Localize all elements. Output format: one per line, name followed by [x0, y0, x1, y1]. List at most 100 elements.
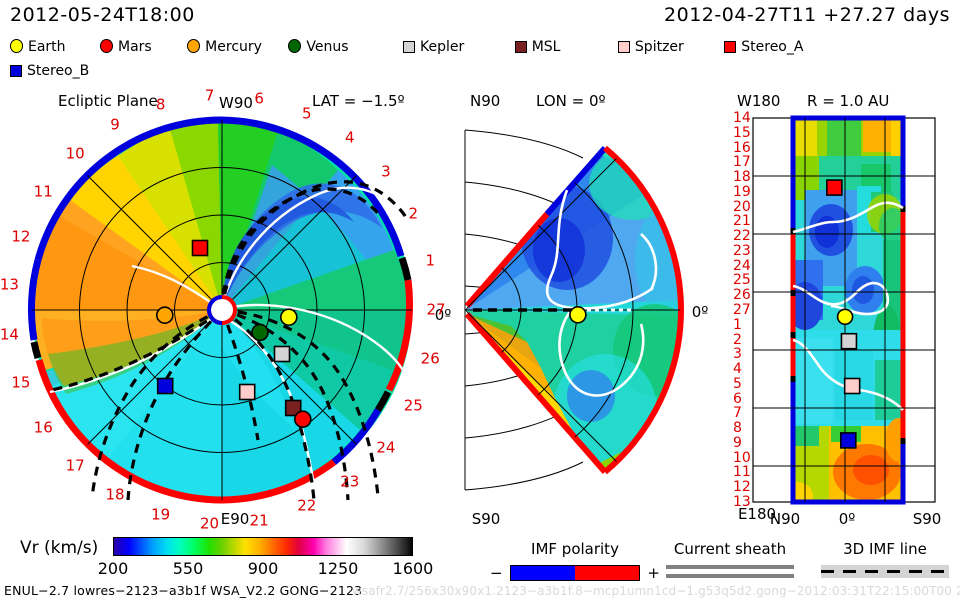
legend-item-msl: MSL [514, 39, 560, 55]
current-sheath-caption: Current sheath [673, 540, 787, 558]
carrington-day-label: 24 [733, 257, 751, 274]
legend-item-earth: Earth [10, 39, 66, 55]
ecliptic-day-label: 12 [11, 227, 31, 246]
venus-marker-icon [288, 39, 302, 53]
mars-marker[interactable] [293, 410, 312, 429]
carrington-object-markers[interactable] [826, 179, 861, 449]
carrington-day-label: 12 [733, 479, 751, 496]
carrington-day-label: 9 [733, 434, 742, 451]
venus-marker[interactable] [251, 323, 269, 342]
carrington-day-label: 20 [733, 198, 751, 215]
carrington-day-label: 13 [733, 494, 751, 510]
ecliptic-day-label: 21 [249, 511, 269, 530]
ecliptic-day-label: 25 [403, 396, 423, 415]
ecliptic-top-axis-label: W90 [219, 94, 253, 112]
legend-label-stereo-a: Stereo_A [741, 39, 804, 55]
ecliptic-day-label: 19 [151, 505, 171, 524]
ecliptic-lat-annotation: LAT = −1.5º [312, 92, 405, 110]
ecliptic-day-label: 11 [33, 182, 53, 201]
carrington-day-label: 7 [733, 405, 742, 422]
legend-item-stereo-a: Stereo_A [724, 39, 803, 55]
current-sheath-legend: Current sheath [665, 540, 795, 582]
earth-marker[interactable] [279, 308, 298, 326]
spitzer-marker[interactable] [843, 377, 861, 395]
polarity-color-bar [509, 565, 641, 581]
spitzer-marker[interactable] [238, 383, 256, 401]
ecliptic-day-label: 9 [110, 115, 120, 134]
legend-item-venus: Venus [288, 39, 349, 55]
ecliptic-day-label: 3 [381, 162, 391, 181]
ecliptic-day-label: 4 [345, 128, 355, 147]
meridional-polarity-edge [464, 145, 684, 475]
polarity-positive-swatch [575, 566, 640, 580]
carrington-polarity-border [790, 115, 906, 505]
carrington-panel-title: R = 1.0 AU [807, 92, 890, 110]
ecliptic-day-label: 22 [297, 496, 317, 515]
ecliptic-bottom-axis-label: E90 [220, 510, 250, 528]
mercury-marker-icon [187, 39, 201, 53]
imf-line-swatch [821, 565, 949, 578]
colorbar-tick: 1600 [392, 559, 434, 578]
stereo-b-marker-icon [10, 65, 22, 77]
ecliptic-plane-plot[interactable] [22, 110, 422, 510]
ecliptic-day-label: 18 [105, 485, 125, 504]
carrington-day-label: 19 [733, 183, 751, 200]
msl-marker[interactable] [284, 399, 302, 417]
carrington-day-label: 16 [733, 139, 751, 156]
polarity-negative-swatch [510, 566, 575, 580]
colorbar-group: Vr (km/s) 200 550 900 1250 1600 [0, 533, 460, 593]
kepler-marker[interactable] [273, 345, 291, 363]
carrington-map-plot[interactable] [735, 110, 950, 510]
ecliptic-day-label: 7 [204, 86, 215, 105]
ecliptic-day-label: 1 [425, 251, 435, 270]
stereo-b-marker[interactable] [840, 432, 857, 449]
ecliptic-day-label: 27 [426, 300, 446, 319]
model-run-footer: ENUL−2.7 lowres−2123−a3b1f WSA_V2.2 GONG… [4, 583, 363, 598]
carrington-day-label: 6 [733, 390, 742, 407]
legend-label-stereo-b: Stereo_B [27, 63, 90, 79]
carrington-grid [753, 118, 935, 502]
earth-marker[interactable] [569, 306, 587, 324]
object-legend-row-1: Earth Mars Mercury Venus Kepler MSL Spit… [10, 39, 803, 55]
legend-label-mercury: Mercury [205, 39, 262, 55]
meridional-object-markers[interactable] [569, 306, 587, 324]
colorbar-tick: 900 [247, 559, 279, 578]
stereo-a-marker[interactable] [826, 179, 843, 196]
legend-label-mars: Mars [118, 39, 152, 55]
legend-item-mercury: Mercury [187, 39, 262, 55]
run-start-datetime: 2012-04-27T11 +27.27 days [664, 4, 950, 26]
legend-label-spitzer: Spitzer [634, 39, 684, 55]
meridional-bottom-axis-label: S90 [471, 510, 501, 528]
meridional-plane-plot[interactable] [455, 110, 695, 510]
legend-item-spitzer: Spitzer [617, 39, 684, 55]
carrington-day-label: 8 [733, 420, 742, 437]
carrington-day-label: 5 [733, 375, 742, 392]
ecliptic-day-label: 17 [65, 456, 85, 475]
colorbar-tick: 550 [172, 559, 204, 578]
carrington-day-label: 4 [733, 361, 742, 378]
legend-item-mars: Mars [100, 39, 152, 55]
meridional-top-axis-label: N90 [470, 92, 501, 110]
kepler-marker[interactable] [840, 332, 858, 350]
mars-marker-icon [100, 39, 113, 53]
carrington-day-label: 17 [733, 154, 751, 171]
ecliptic-day-label: 5 [301, 104, 312, 122]
mercury-marker[interactable] [156, 306, 174, 324]
legend-item-stereo-b: Stereo_B [10, 63, 89, 79]
ecliptic-object-markers[interactable] [156, 239, 312, 429]
ecliptic-day-label: 15 [11, 373, 31, 392]
current-sheath-swatch [666, 565, 794, 578]
earth-marker[interactable] [836, 308, 854, 326]
stereo-a-marker[interactable] [191, 239, 209, 257]
ecliptic-day-label: 2 [408, 204, 419, 223]
stereo-a-marker-icon [724, 41, 737, 53]
stereo-b-marker[interactable] [156, 377, 174, 395]
run-id-watermark: wsafr2.7/256x30x90x1.2123−a3b1f.8−mcp1um… [352, 584, 960, 598]
carrington-day-label: 23 [733, 242, 751, 259]
imf-polarity-legend: IMF polarity − + [490, 540, 660, 582]
kepler-marker-icon [403, 41, 415, 53]
ecliptic-day-label: 20 [200, 514, 220, 533]
legend-item-kepler: Kepler [403, 39, 464, 55]
imf-polarity-caption: IMF polarity [531, 540, 619, 558]
